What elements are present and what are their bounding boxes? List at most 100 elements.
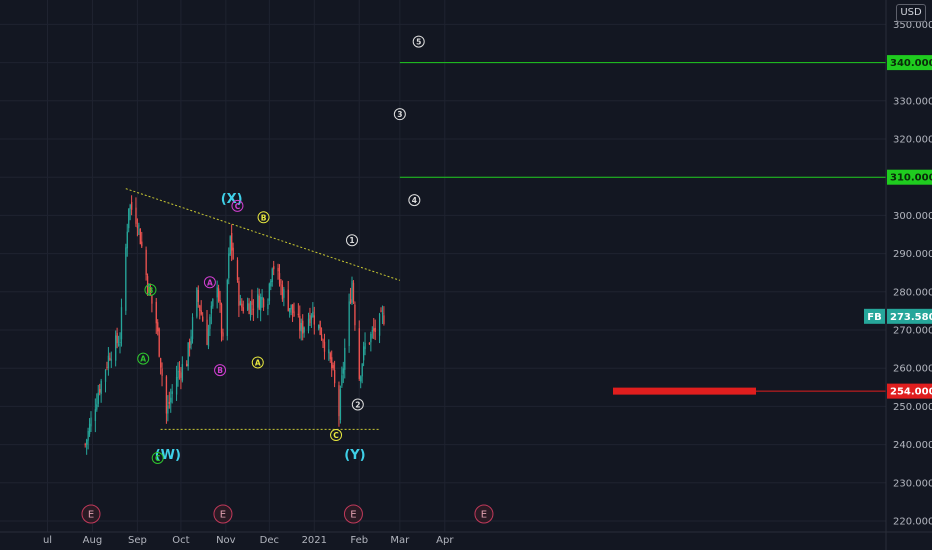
candle-body — [383, 315, 385, 325]
support-price-tag[interactable] — [887, 383, 932, 399]
candle-body — [354, 304, 356, 326]
candle-body — [220, 304, 223, 334]
candle-body — [226, 280, 228, 336]
candle-body — [252, 308, 255, 310]
candle-body — [129, 204, 131, 209]
wave-label-circle — [330, 429, 343, 442]
event-marker[interactable] — [81, 504, 101, 524]
candle-body — [371, 330, 373, 332]
candle-body — [328, 349, 330, 354]
candle-body — [260, 296, 262, 311]
wave-label-minor: 5 — [416, 38, 421, 47]
candle-body — [222, 332, 224, 337]
candle-body — [106, 367, 108, 369]
wave-label-minor: 3 — [397, 110, 402, 119]
symbol-tag[interactable] — [864, 308, 885, 324]
wave-label-minor: A — [255, 358, 261, 367]
candle-body — [96, 404, 98, 410]
target-price-tag[interactable] — [887, 169, 932, 185]
candle-body — [251, 300, 253, 305]
candle-body — [161, 368, 163, 376]
wave-label-circle — [351, 398, 364, 411]
candle-body — [191, 317, 194, 339]
candle-body — [378, 314, 381, 336]
wave-label-minor: B — [148, 286, 154, 295]
candle-body — [135, 207, 137, 224]
candle-body — [312, 311, 314, 317]
price-tick-label: 250.000 — [893, 402, 932, 413]
candle-body — [248, 303, 250, 315]
candle-body — [258, 295, 260, 310]
event-marker-label: E — [88, 510, 94, 521]
candle-body — [167, 405, 169, 414]
candle-body — [218, 288, 220, 301]
candle-body — [341, 375, 343, 386]
candle-body — [364, 342, 366, 350]
support-price-tag-text: 254.000 — [890, 387, 932, 398]
candle-body — [138, 225, 140, 227]
wave-label-circle — [408, 194, 421, 207]
time-tick-label: Dec — [260, 535, 279, 546]
candle-body — [236, 260, 239, 281]
wave-label-minor: C — [333, 431, 339, 440]
candle-body — [200, 310, 202, 315]
event-marker[interactable] — [343, 504, 363, 524]
candle-body — [170, 397, 172, 403]
candle-body — [109, 357, 111, 360]
candle-body — [148, 284, 150, 296]
candle-body — [241, 303, 243, 308]
candle-body — [90, 417, 92, 427]
candle-body — [342, 368, 344, 374]
wave-label-minor: 4 — [412, 196, 417, 205]
currency-button[interactable]: USD — [896, 4, 926, 22]
candle-body — [287, 289, 289, 311]
candle-body — [94, 409, 97, 421]
wave-label-primary: (X) — [221, 192, 243, 207]
wave-label-circle — [144, 283, 157, 296]
event-marker[interactable] — [474, 504, 494, 524]
price-tick-label: 240.000 — [893, 440, 932, 451]
candle-body — [175, 376, 178, 395]
time-tick-label: Feb — [350, 535, 368, 546]
candle-body — [232, 247, 234, 259]
candle-body — [242, 307, 244, 312]
last-price-tag[interactable] — [887, 308, 932, 324]
candle-body — [338, 385, 340, 417]
candle-body — [219, 299, 221, 305]
candle-body — [231, 232, 233, 251]
time-tick-label: Nov — [216, 535, 236, 546]
price-tick-label: 230.000 — [893, 478, 932, 489]
candle-body — [307, 318, 310, 331]
price-tick-label: 260.000 — [893, 364, 932, 375]
candle-body — [268, 283, 271, 301]
candle-body — [348, 301, 350, 347]
candle-body — [190, 336, 192, 345]
candle-body — [120, 307, 123, 340]
candle-body — [165, 376, 168, 414]
candle-body — [115, 335, 117, 361]
candle-body — [171, 391, 173, 394]
candle-body — [270, 280, 272, 287]
time-tick-label: Sep — [128, 535, 147, 546]
time-tick-label: 2021 — [302, 535, 327, 546]
candle-body — [262, 298, 265, 308]
candle-body — [344, 347, 346, 370]
target-price-tag[interactable] — [887, 55, 932, 71]
candle-body — [368, 342, 371, 344]
upper-trendline[interactable] — [125, 188, 401, 281]
candle-body — [320, 334, 323, 340]
event-marker[interactable] — [213, 504, 233, 524]
support-zone[interactable] — [613, 387, 756, 395]
price-tick-label: 220.000 — [893, 517, 932, 528]
candle-body — [186, 363, 188, 367]
candle-body — [84, 444, 86, 446]
time-tick-label: ul — [43, 535, 52, 546]
candle-body — [117, 344, 120, 346]
candle-body — [146, 276, 149, 293]
candle-body — [319, 320, 321, 335]
candle-body — [160, 358, 162, 368]
candle-body — [293, 311, 295, 317]
candle-body — [349, 299, 352, 303]
